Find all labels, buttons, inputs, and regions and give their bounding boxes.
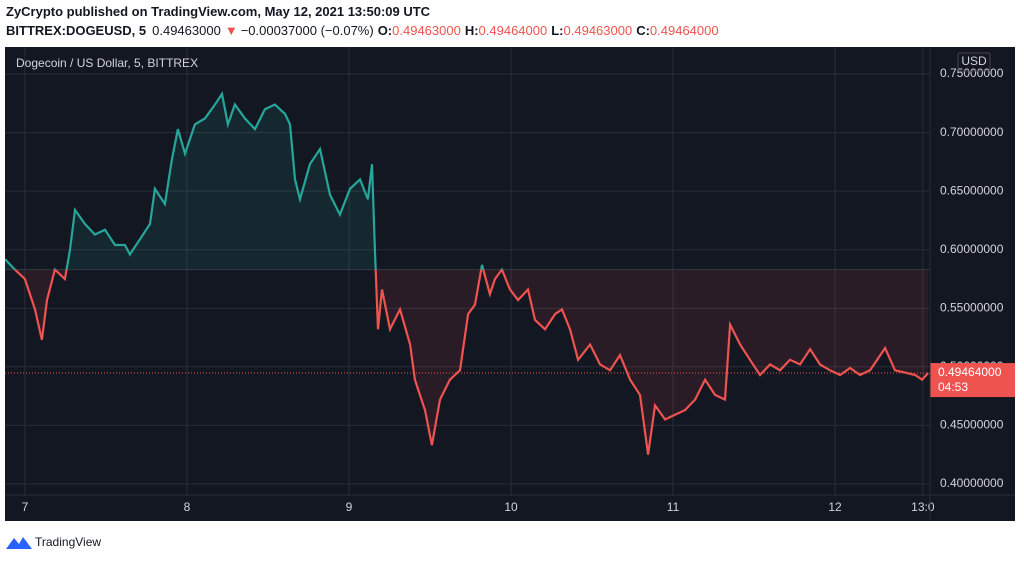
- o-label: O:: [378, 23, 392, 38]
- x-tick-label: 13:0: [911, 500, 935, 514]
- x-tick-label: 8: [184, 500, 191, 514]
- brand-logo: [6, 537, 32, 549]
- last-price-box: [930, 363, 1015, 398]
- symbol: BITTREX:DOGEUSD, 5: [6, 23, 146, 38]
- change: −0.00037000 (−0.07%): [241, 23, 374, 38]
- y-tick-label: 0.75000000: [940, 66, 1004, 80]
- open: 0.49463000: [392, 23, 461, 38]
- area-down: [5, 269, 929, 455]
- countdown: 04:53: [938, 380, 968, 394]
- published: ZyCrypto published on TradingView.com, M…: [6, 4, 431, 19]
- brand: TradingView: [35, 535, 101, 549]
- line-up: [5, 91, 504, 270]
- currency: USD: [961, 54, 987, 68]
- price: 0.49463000: [152, 23, 221, 38]
- published-line: ZyCrypto published on TradingView.com, M…: [6, 4, 431, 19]
- currency-box: [957, 52, 991, 72]
- h-label: H:: [465, 23, 479, 38]
- close: 0.49464000: [650, 23, 719, 38]
- quote-line: BITTREX:DOGEUSD, 5 0.49463000 ▼ −0.00037000…: [6, 23, 719, 38]
- x-tick-label: 12: [828, 500, 842, 514]
- line-down: [13, 269, 929, 455]
- y-tick-label: 0.70000000: [940, 125, 1004, 139]
- high: 0.49464000: [479, 23, 548, 38]
- last-price-label: 0.49464000: [938, 365, 1002, 379]
- low: 0.49463000: [564, 23, 633, 38]
- x-tick-label: 7: [22, 500, 29, 514]
- area-up: [5, 94, 484, 270]
- chart-background: [5, 47, 1015, 521]
- x-tick-label: 9: [346, 500, 353, 514]
- c-label: C:: [636, 23, 650, 38]
- y-tick-label: 0.65000000: [940, 183, 1004, 197]
- y-tick-label: 0.60000000: [940, 242, 1004, 256]
- y-tick-label: 0.45000000: [940, 418, 1004, 432]
- y-tick-label: 0.40000000: [940, 476, 1004, 490]
- arrow: ▼: [225, 23, 238, 38]
- x-tick-label: 11: [667, 500, 680, 514]
- l-label: L:: [551, 23, 563, 38]
- x-tick-label: 10: [504, 500, 518, 514]
- chart-title: Dogecoin / US Dollar, 5, BITTREX: [16, 56, 198, 70]
- y-tick-label: 0.55000000: [940, 300, 1004, 314]
- logo-shape: [6, 537, 32, 549]
